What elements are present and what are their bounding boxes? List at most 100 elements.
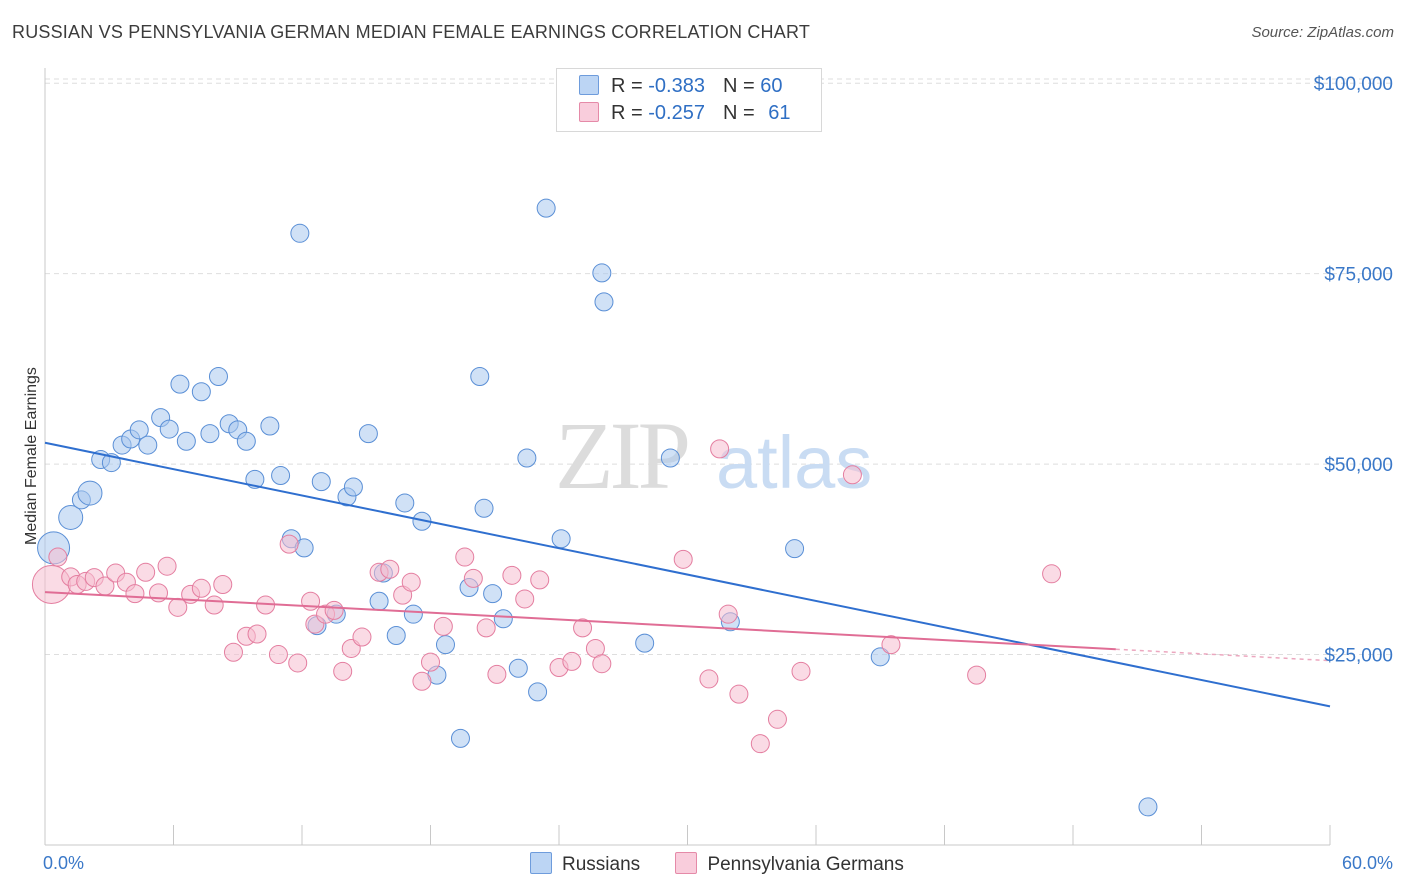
pennsylvania-germans-swatch: [579, 102, 599, 122]
data-point: [493, 609, 513, 629]
series-legend: Russians Pennsylvania Germans: [530, 852, 934, 876]
data-point: [403, 604, 423, 624]
data-point: [136, 562, 156, 582]
data-point: [870, 647, 890, 667]
watermark-atlas: atlas: [716, 421, 872, 504]
data-point: [401, 572, 421, 592]
data-point: [213, 574, 233, 594]
data-point: [470, 367, 490, 387]
data-point: [474, 498, 494, 518]
data-point: [517, 448, 537, 468]
legend-r-label: R =: [611, 75, 643, 97]
data-point: [311, 472, 331, 492]
legend-item-pennsylvania-germans: Pennsylvania Germans: [675, 852, 904, 876]
data-point: [200, 424, 220, 444]
data-point: [487, 664, 507, 684]
data-point: [343, 477, 363, 497]
russians-swatch: [579, 75, 599, 95]
data-point: [660, 448, 680, 468]
data-point: [191, 382, 211, 402]
y-tick-label: $75,000: [1324, 265, 1393, 286]
y-tick-label: $25,000: [1324, 646, 1393, 667]
data-point: [967, 665, 987, 685]
legend-r-value: -0.257: [648, 102, 705, 124]
data-point: [750, 734, 770, 754]
data-point: [380, 559, 400, 579]
data-point: [170, 374, 190, 394]
data-point: [159, 419, 179, 439]
data-point: [129, 420, 149, 440]
stats-legend: R = -0.383 N = 60 R = -0.257 N = 61: [556, 68, 822, 132]
data-point: [279, 534, 299, 554]
data-point: [288, 653, 308, 673]
data-point: [791, 661, 811, 681]
x-tick-label: 60.0%: [1342, 853, 1393, 873]
axes: [44, 68, 1331, 846]
pennsylvania-germans-points: [31, 439, 1062, 754]
data-point: [710, 439, 730, 459]
data-point: [236, 431, 256, 451]
data-point: [515, 589, 535, 609]
data-point: [536, 198, 556, 218]
data-point: [508, 658, 528, 678]
data-point: [594, 292, 614, 312]
russians-legend-swatch: [530, 852, 552, 874]
data-point: [635, 633, 655, 653]
data-point: [592, 654, 612, 674]
legend-n-value: 61: [768, 102, 791, 124]
data-point: [767, 709, 787, 729]
data-point: [551, 529, 571, 549]
pennsylvania-germans-legend-swatch: [675, 852, 698, 874]
data-point: [247, 624, 267, 644]
data-point: [673, 549, 693, 569]
data-point: [433, 616, 453, 636]
gridlines: [45, 78, 1395, 656]
chart-title: RUSSIAN VS PENNSYLVANIA GERMAN MEDIAN FE…: [12, 22, 811, 42]
data-point: [455, 547, 475, 567]
data-point: [204, 595, 224, 615]
legend-row-pennsylvania-germans: R = -0.257 N = 61: [579, 102, 790, 126]
data-point: [176, 431, 196, 451]
data-point: [271, 466, 291, 486]
y-tick-label: $50,000: [1324, 455, 1393, 476]
data-point: [881, 635, 901, 655]
legend-n-value: 60: [760, 75, 783, 97]
data-point: [58, 504, 84, 530]
trendlines: [44, 441, 1331, 708]
data-point: [191, 578, 211, 598]
y-tick-label: $100,000: [1314, 74, 1393, 95]
y-axis-label: Median Female Earnings: [23, 367, 40, 545]
data-point: [138, 435, 158, 455]
data-point: [528, 682, 548, 702]
data-point: [1042, 564, 1062, 584]
data-point: [77, 480, 103, 506]
data-point: [369, 591, 389, 611]
data-point: [48, 547, 68, 567]
data-point: [483, 584, 503, 604]
data-point: [245, 469, 265, 489]
pennsylvania-germans-trendline: [44, 591, 1116, 651]
data-point: [157, 556, 177, 576]
data-point: [573, 618, 593, 638]
legend-series-name: Pennsylvania Germans: [707, 854, 904, 875]
data-point: [435, 635, 455, 655]
pennsylvania-germans-trendline-extension: [1115, 648, 1331, 662]
data-point: [208, 367, 228, 387]
data-point: [290, 223, 310, 243]
data-point: [842, 465, 862, 485]
data-point: [412, 671, 432, 691]
legend-row-russians: R = -0.383 N = 60: [579, 75, 782, 99]
data-point: [395, 493, 415, 513]
data-point: [450, 728, 470, 748]
data-point: [268, 645, 288, 665]
data-point: [386, 626, 406, 646]
data-point: [530, 570, 550, 590]
legend-item-russians: Russians: [530, 852, 640, 876]
russians-trendline: [44, 441, 1331, 708]
data-point: [729, 684, 749, 704]
data-point: [476, 618, 496, 638]
data-point: [562, 651, 582, 671]
data-point: [352, 627, 372, 647]
data-point: [421, 652, 440, 672]
